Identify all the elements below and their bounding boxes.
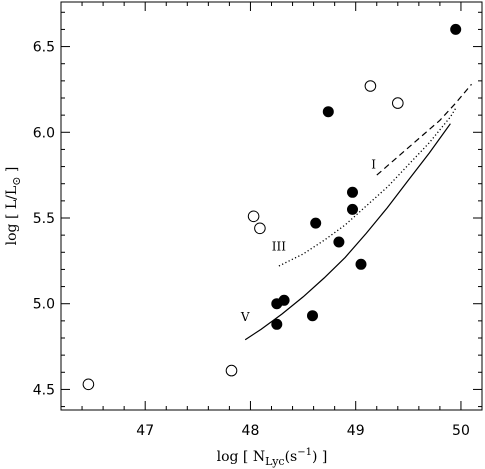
open-data-point	[392, 97, 404, 109]
x-tick-label: 47	[136, 423, 154, 439]
open-data-point	[364, 80, 377, 92]
y-tick-label: 6.5	[33, 40, 55, 56]
filled-data-point	[347, 186, 358, 198]
y-tick-label: 5.5	[33, 211, 55, 227]
x-tick-label: 49	[347, 423, 365, 439]
open-data-point	[247, 210, 260, 223]
y-tick-label: 6.0	[33, 125, 55, 141]
data-points	[82, 23, 462, 391]
curve-dotted-iii	[278, 107, 457, 267]
y-tick-label: 5.0	[33, 297, 55, 313]
open-data-point	[82, 378, 95, 391]
curve-label-iii: III	[272, 240, 286, 254]
filled-data-point	[450, 23, 462, 35]
filled-data-point	[278, 294, 290, 306]
filled-data-point	[310, 217, 322, 229]
y-axis-label: log [ L/L⊙ ]	[4, 167, 23, 246]
curve-label-v: V	[240, 310, 250, 324]
filled-data-point	[307, 310, 318, 322]
x-tick-label: 48	[242, 423, 260, 439]
open-data-point	[254, 222, 266, 235]
curve-dashed-i	[376, 83, 472, 176]
x-tick-label: 50	[452, 423, 470, 439]
filled-data-point	[347, 203, 358, 215]
open-data-point	[225, 364, 238, 377]
x-axis-label: log [ NLyc(s−1) ]	[217, 447, 328, 468]
filled-data-point	[333, 236, 345, 248]
y-tick-label: 4.5	[33, 382, 55, 398]
filled-data-point	[271, 318, 283, 330]
filled-data-point	[355, 258, 367, 270]
filled-data-point	[322, 106, 334, 118]
axis-ticks: 47 48 49 50 4.5 5.0 5.5 6.0 6.5	[33, 2, 483, 439]
curve-label-i: I	[371, 157, 376, 171]
plot-frame	[60, 1, 483, 411]
